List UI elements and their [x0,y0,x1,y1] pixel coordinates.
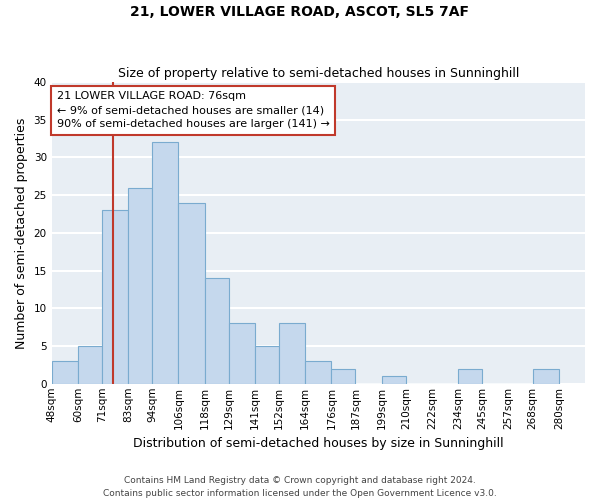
Bar [52,361,78,384]
Bar [305,361,331,384]
Bar [178,202,205,384]
Text: Contains HM Land Registry data © Crown copyright and database right 2024.
Contai: Contains HM Land Registry data © Crown c… [103,476,497,498]
Bar [255,346,279,384]
Bar [128,188,152,384]
Title: Size of property relative to semi-detached houses in Sunninghill: Size of property relative to semi-detach… [118,66,519,80]
Bar [102,210,128,384]
Bar [458,368,482,384]
X-axis label: Distribution of semi-detached houses by size in Sunninghill: Distribution of semi-detached houses by … [133,437,503,450]
Bar [152,142,178,384]
Bar [78,346,102,384]
Bar [279,324,305,384]
Bar [229,324,255,384]
Bar [205,278,229,384]
Y-axis label: Number of semi-detached properties: Number of semi-detached properties [15,117,28,348]
Bar [382,376,406,384]
Text: 21, LOWER VILLAGE ROAD, ASCOT, SL5 7AF: 21, LOWER VILLAGE ROAD, ASCOT, SL5 7AF [131,5,470,19]
Bar [331,368,355,384]
Text: 21 LOWER VILLAGE ROAD: 76sqm
← 9% of semi-detached houses are smaller (14)
90% o: 21 LOWER VILLAGE ROAD: 76sqm ← 9% of sem… [57,91,330,129]
Bar [533,368,559,384]
